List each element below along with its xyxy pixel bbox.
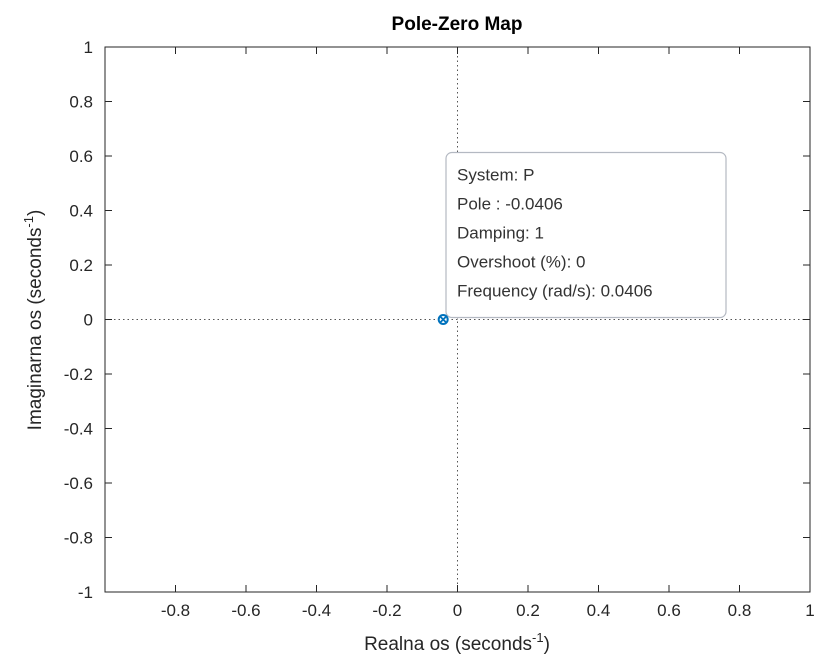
y-axis-title: Imaginarna os (seconds-1)	[21, 210, 46, 431]
y-axis: 1 0.8 0.6 0.4 0.2 0 -0.2 -0.4 -0.6 -0.8 -1	[64, 38, 810, 602]
x-tick-label: 1	[805, 601, 814, 620]
x-axis-title-exponent: -1	[532, 630, 544, 645]
y-axis-title-close: )	[25, 210, 46, 216]
y-tick-label: -0.4	[64, 420, 93, 439]
x-tick-label: 0.8	[728, 601, 752, 620]
x-axis: -0.8 -0.6 -0.4 -0.2 0 0.2 0.4 0.6 0.8 1	[161, 47, 815, 620]
pole-marker[interactable]	[439, 315, 447, 324]
x-axis-title-text: Realna os (seconds	[364, 634, 532, 655]
data-tip-line: Damping: 1	[457, 224, 544, 243]
y-tick-label: 1	[84, 38, 93, 57]
pole-marker-stroke	[439, 315, 447, 324]
pole-zero-markers[interactable]	[437, 314, 449, 325]
data-tip-box[interactable]	[445, 151, 727, 319]
x-axis-title: Realna os (seconds-1)	[364, 630, 550, 655]
x-tick-label: 0	[453, 601, 462, 620]
y-tick-label: -1	[78, 583, 93, 602]
y-axis-title-exponent: -1	[21, 216, 36, 228]
x-tick-label: 0.4	[587, 601, 611, 620]
y-tick-label: 0.2	[69, 256, 93, 275]
y-tick-label: -0.2	[64, 365, 93, 384]
y-tick-label: -0.8	[64, 529, 93, 548]
y-tick-label: 0.4	[69, 202, 93, 221]
y-tick-label: -0.6	[64, 474, 93, 493]
reference-lines	[105, 47, 810, 592]
data-tip-line: System: P	[457, 166, 534, 185]
x-tick-label: -0.6	[231, 601, 260, 620]
x-tick-label: 0.2	[516, 601, 540, 620]
y-axis-title-text: Imaginarna os (seconds	[25, 228, 46, 431]
x-tick-label: -0.8	[161, 601, 190, 620]
y-tick-label: 0.8	[69, 93, 93, 112]
x-tick-label: 0.6	[657, 601, 681, 620]
y-tick-label: 0.6	[69, 147, 93, 166]
data-tip-line: Frequency (rad/s): 0.0406	[457, 282, 653, 301]
chart-title: Pole-Zero Map	[392, 14, 523, 35]
data-tip-line: Overshoot (%): 0	[457, 253, 586, 272]
y-tick-label: 0	[84, 311, 93, 330]
zero-marker[interactable]	[437, 314, 449, 325]
data-tip[interactable]: System: P Pole : -0.0406 Damping: 1 Oversho…	[445, 151, 727, 319]
x-tick-label: -0.4	[302, 601, 331, 620]
x-axis-title-close: )	[544, 634, 550, 655]
x-tick-label: -0.2	[372, 601, 401, 620]
data-tip-line: Pole : -0.0406	[457, 195, 563, 214]
